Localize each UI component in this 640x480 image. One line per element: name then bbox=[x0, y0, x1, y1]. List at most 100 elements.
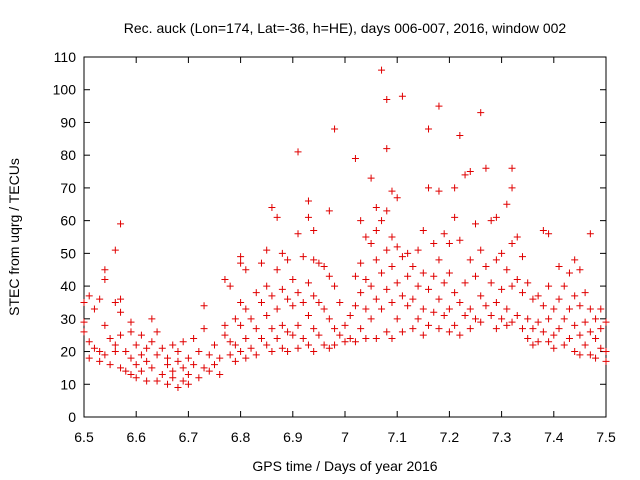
data-point bbox=[127, 370, 135, 378]
data-point bbox=[304, 341, 312, 349]
data-point bbox=[320, 341, 328, 349]
data-point bbox=[409, 262, 417, 270]
data-point bbox=[550, 344, 558, 352]
data-point bbox=[498, 249, 506, 257]
y-tick-label: 10 bbox=[60, 376, 76, 392]
data-point bbox=[472, 272, 479, 280]
data-point bbox=[331, 325, 339, 333]
data-point bbox=[508, 318, 516, 326]
data-point bbox=[263, 246, 271, 254]
data-point bbox=[153, 377, 161, 385]
data-point bbox=[378, 217, 386, 225]
data-point bbox=[440, 279, 448, 287]
data-point bbox=[294, 148, 302, 156]
y-tick-label: 30 bbox=[60, 311, 76, 327]
data-point bbox=[351, 338, 359, 346]
data-point bbox=[164, 380, 172, 388]
x-tick-label: 7 bbox=[341, 429, 349, 445]
data-point bbox=[117, 331, 125, 339]
data-point bbox=[409, 295, 417, 303]
y-tick-label: 80 bbox=[60, 147, 76, 163]
data-point bbox=[106, 334, 114, 342]
data-point bbox=[492, 256, 500, 264]
x-tick-label: 6.8 bbox=[231, 429, 251, 445]
data-point bbox=[226, 351, 234, 359]
data-point bbox=[508, 240, 516, 248]
data-point bbox=[435, 295, 443, 303]
data-point bbox=[592, 315, 600, 323]
data-point bbox=[388, 187, 396, 195]
data-point bbox=[278, 249, 286, 257]
data-point bbox=[383, 96, 391, 104]
data-point bbox=[555, 295, 563, 303]
data-point bbox=[513, 312, 521, 320]
data-point bbox=[597, 344, 605, 352]
data-point bbox=[487, 312, 495, 320]
data-point bbox=[571, 256, 579, 264]
data-point bbox=[179, 338, 187, 346]
data-point bbox=[252, 351, 260, 359]
data-point bbox=[357, 289, 365, 297]
data-point bbox=[419, 269, 427, 277]
data-point bbox=[393, 243, 401, 251]
data-point bbox=[451, 213, 459, 221]
data-point bbox=[132, 341, 140, 349]
data-point bbox=[602, 357, 610, 365]
data-point bbox=[586, 328, 594, 336]
data-point bbox=[263, 312, 271, 320]
x-tick-label: 6.7 bbox=[179, 429, 199, 445]
data-point bbox=[268, 325, 276, 333]
data-point bbox=[80, 328, 88, 336]
data-point bbox=[190, 334, 198, 342]
data-point bbox=[398, 92, 406, 100]
data-point bbox=[592, 334, 600, 342]
data-point bbox=[503, 321, 511, 329]
data-point bbox=[132, 361, 140, 369]
data-point bbox=[372, 295, 380, 303]
data-point bbox=[205, 351, 213, 359]
data-point bbox=[487, 217, 495, 225]
data-point bbox=[273, 305, 281, 313]
data-point bbox=[85, 354, 93, 362]
x-tick-label: 6.9 bbox=[283, 429, 303, 445]
data-point bbox=[284, 328, 292, 336]
data-point bbox=[179, 364, 187, 372]
data-point bbox=[518, 253, 526, 261]
data-point bbox=[419, 305, 427, 313]
data-point bbox=[602, 348, 610, 356]
data-point bbox=[257, 334, 265, 342]
data-point bbox=[148, 338, 156, 346]
data-point bbox=[331, 282, 339, 290]
data-point bbox=[524, 315, 532, 323]
data-point bbox=[331, 125, 339, 133]
data-point bbox=[404, 302, 412, 310]
data-point bbox=[398, 292, 406, 300]
data-point bbox=[487, 279, 495, 287]
data-point bbox=[383, 285, 391, 293]
data-point bbox=[346, 312, 354, 320]
data-point bbox=[581, 318, 589, 326]
data-point bbox=[409, 325, 417, 333]
data-point bbox=[284, 256, 292, 264]
data-point bbox=[550, 331, 558, 339]
data-point bbox=[545, 230, 553, 238]
data-point bbox=[539, 302, 547, 310]
data-point bbox=[299, 298, 307, 306]
data-point bbox=[169, 374, 177, 382]
data-point bbox=[132, 374, 140, 382]
data-point bbox=[174, 348, 182, 356]
data-point bbox=[169, 367, 177, 375]
data-point bbox=[310, 226, 318, 234]
data-point bbox=[278, 285, 286, 293]
data-point bbox=[315, 331, 323, 339]
data-point bbox=[106, 361, 114, 369]
data-point bbox=[237, 298, 245, 306]
data-point bbox=[195, 348, 203, 356]
data-point bbox=[341, 338, 349, 346]
data-point bbox=[492, 298, 500, 306]
data-point bbox=[216, 354, 224, 362]
data-point bbox=[534, 318, 542, 326]
data-point bbox=[101, 276, 109, 284]
data-point bbox=[393, 315, 401, 323]
data-point bbox=[477, 318, 485, 326]
